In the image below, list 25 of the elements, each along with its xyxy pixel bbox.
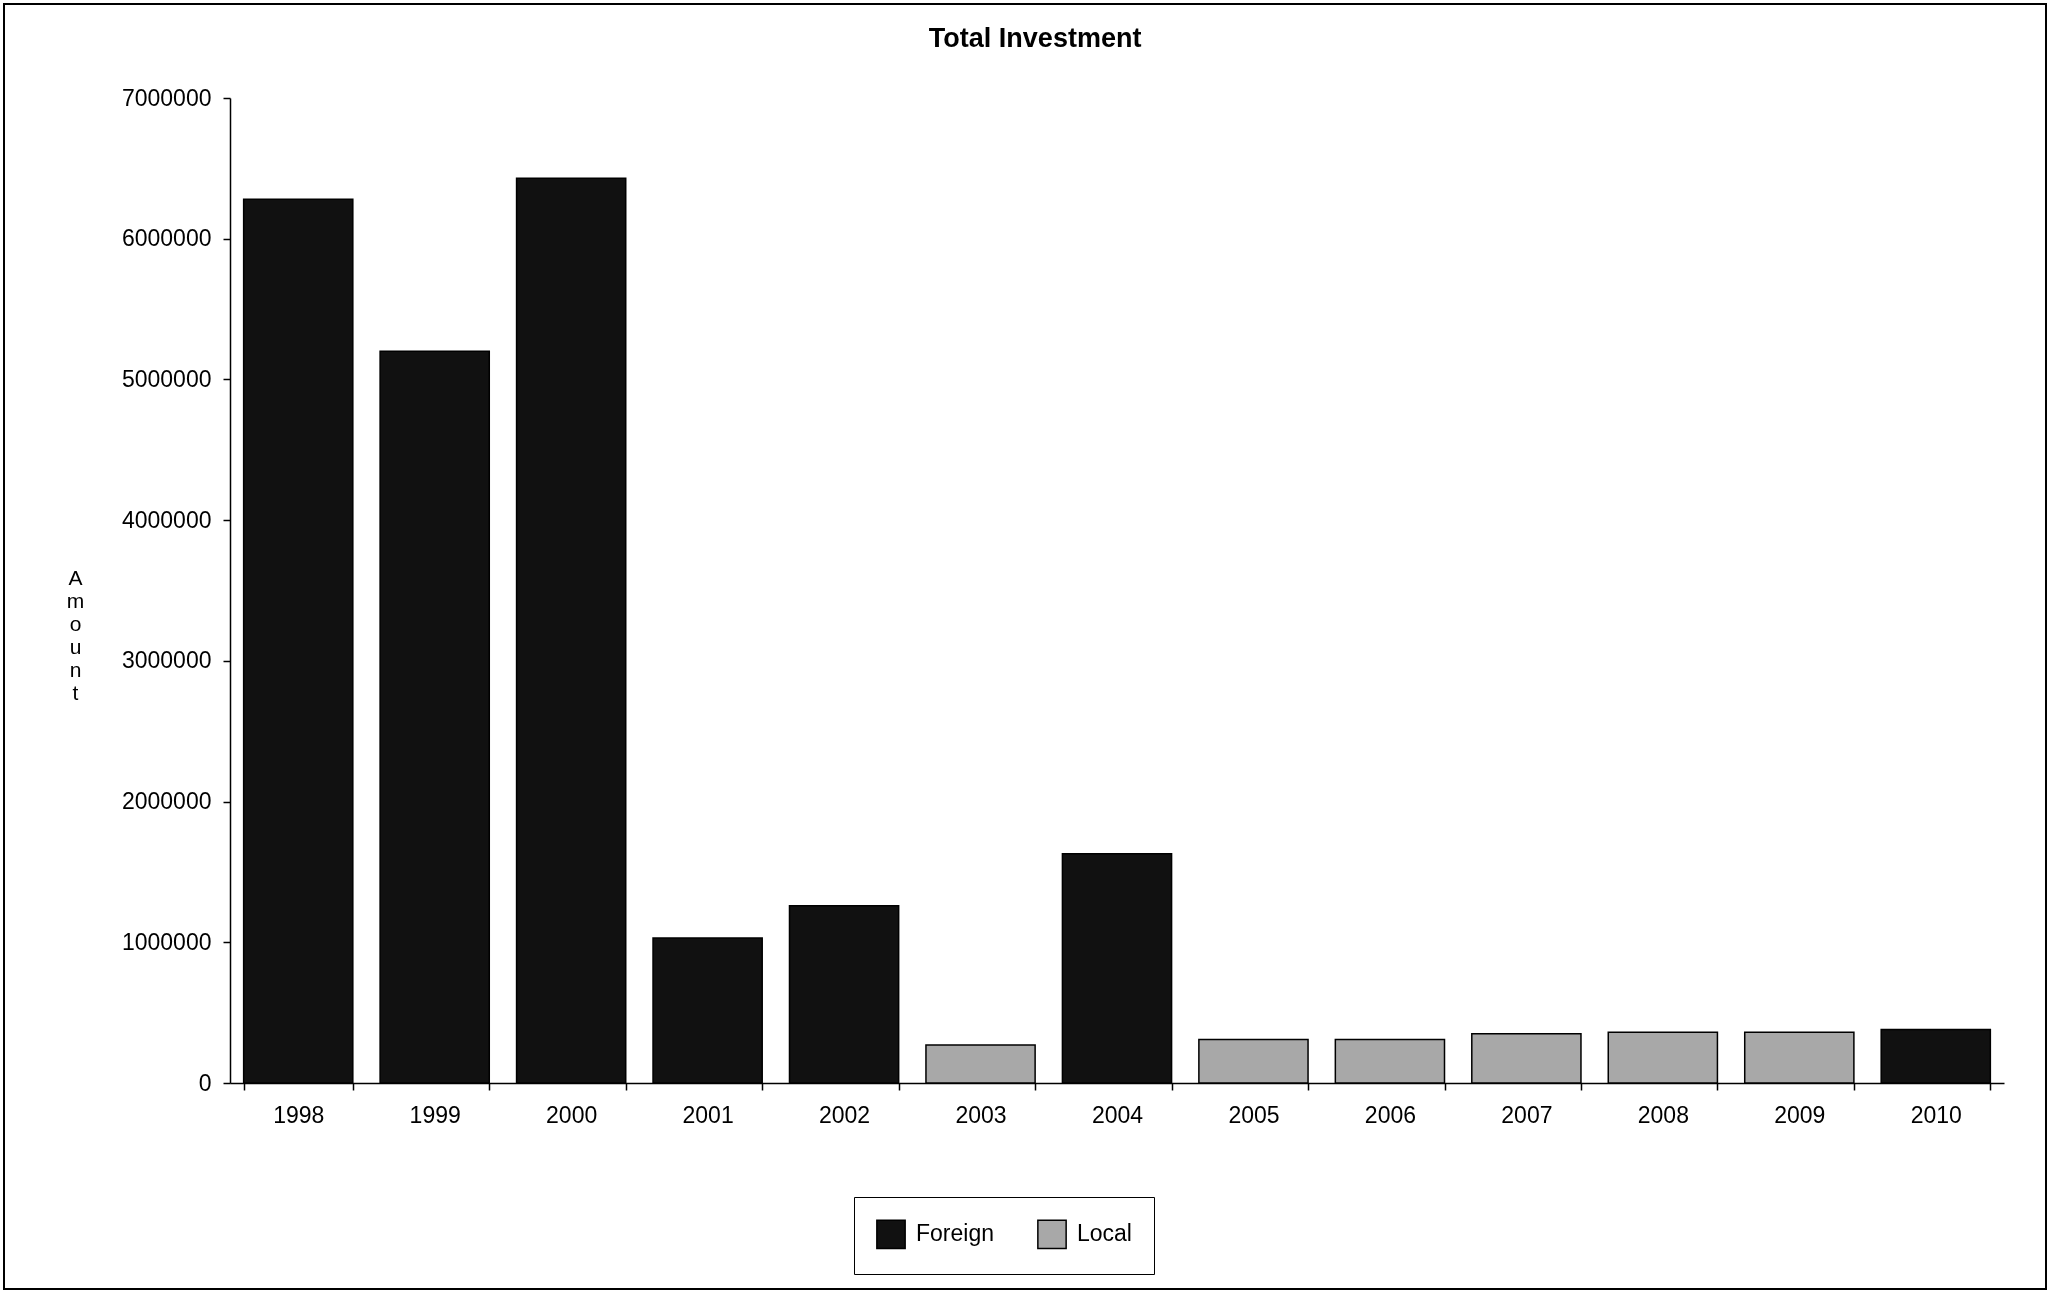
x-tick-label: 2007 — [1501, 1101, 1553, 1128]
y-tick-label: 0 — [198, 1069, 212, 1096]
legend-label: Foreign — [916, 1220, 994, 1247]
y-tick-label: 5000000 — [121, 365, 212, 392]
x-tick-label: 2002 — [818, 1101, 871, 1128]
y-tick-label: 3000000 — [121, 647, 212, 674]
x-tick-label: 2006 — [1364, 1101, 1417, 1128]
x-tick-label: 1998 — [273, 1101, 325, 1128]
y-axis-title: Amount — [66, 565, 85, 704]
y-tick-label: 1000000 — [121, 928, 212, 955]
y-tick-label: 6000000 — [121, 225, 212, 252]
x-tick-label: 2008 — [1637, 1101, 1689, 1128]
y-tick-label: 4000000 — [121, 506, 212, 533]
legend-label: Local — [1077, 1220, 1132, 1247]
chart-title: Total Investment — [928, 23, 1142, 53]
y-tick-label: 7000000 — [121, 84, 212, 111]
x-tick-label: 2010 — [1910, 1101, 1962, 1128]
x-tick-label: 2003 — [955, 1101, 1007, 1128]
x-tick-label: 2009 — [1774, 1101, 1826, 1128]
x-tick-label: 2000 — [546, 1101, 598, 1128]
y-tick-label: 2000000 — [121, 788, 212, 815]
x-tick-label: 2005 — [1228, 1101, 1280, 1128]
x-tick-label: 1999 — [409, 1101, 461, 1128]
x-tick-label: 2001 — [682, 1101, 734, 1128]
x-tick-label: 2004 — [1091, 1101, 1144, 1128]
